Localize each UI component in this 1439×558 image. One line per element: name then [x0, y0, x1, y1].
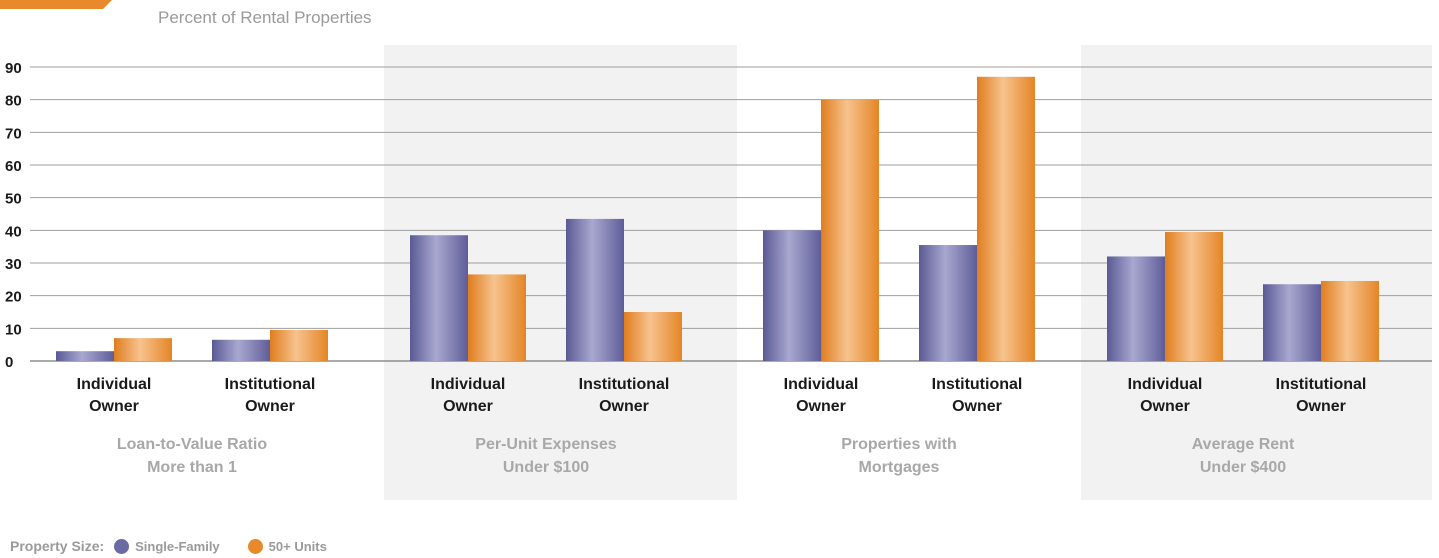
- category-label-g2-c0-l1: Owner: [796, 398, 846, 415]
- legend: Property Size: Single-Family 50+ Units: [10, 538, 327, 554]
- bar-single-family-g0-c0: [56, 351, 114, 361]
- legend-label-single-family: Single-Family: [135, 538, 220, 554]
- y-tick-label-40: 40: [5, 223, 22, 240]
- legend-swatch-50plus-units: [247, 538, 263, 554]
- category-label-g2-c1-l0: Institutional: [932, 376, 1023, 393]
- bar-single-family-g2-c1: [919, 245, 977, 361]
- category-label-g1-c1-l1: Owner: [599, 398, 649, 415]
- group-label-1-l1: Under $100: [503, 459, 589, 476]
- category-label-g0-c0-l0: Individual: [77, 376, 152, 393]
- bar-single-family-g0-c1: [212, 339, 270, 361]
- y-tick-label-90: 90: [5, 60, 22, 77]
- category-label-g1-c0-l0: Individual: [431, 376, 506, 393]
- corner-accent: [0, 0, 112, 9]
- bar-50plus-units-g0-c0: [114, 338, 172, 361]
- legend-title: Property Size:: [10, 538, 105, 554]
- y-tick-label-0: 0: [5, 354, 13, 371]
- bar-50plus-units-g3-c0: [1165, 231, 1223, 361]
- category-label-g2-c1-l1: Owner: [952, 398, 1002, 415]
- bar-single-family-g3-c1: [1263, 284, 1321, 361]
- category-label-g3-c0-l1: Owner: [1140, 398, 1190, 415]
- y-tick-label-60: 60: [5, 158, 22, 175]
- bar-50plus-units-g2-c0: [821, 99, 879, 362]
- y-tick-label-20: 20: [5, 289, 22, 306]
- y-axis-label: Percent of Rental Properties: [158, 8, 372, 27]
- plot-area: 0 10 20 30 40 50 60 70 80 90 Individual Owner Insti…: [5, 45, 1432, 500]
- group-label-0-l0: Loan-to-Value Ratio: [117, 436, 267, 453]
- group-label-1-l0: Per-Unit Expenses: [475, 436, 616, 453]
- category-label-g0-c0-l1: Owner: [89, 398, 139, 415]
- bar-50plus-units-g1-c0: [468, 274, 526, 361]
- legend-label-50plus-units: 50+ Units: [268, 538, 327, 554]
- category-label-g1-c0-l1: Owner: [443, 398, 493, 415]
- y-tick-label-50: 50: [5, 191, 22, 208]
- group-label-3-l0: Average Rent: [1192, 436, 1295, 453]
- bar-single-family-g2-c0: [763, 230, 821, 361]
- category-label-g1-c1-l0: Institutional: [579, 376, 670, 393]
- category-label-g0-c1-l0: Institutional: [225, 376, 316, 393]
- category-label-g3-c1-l0: Institutional: [1276, 376, 1367, 393]
- bar-single-family-g1-c1: [566, 218, 624, 361]
- bar-single-family-g3-c0: [1107, 256, 1165, 361]
- group-label-0-l1: More than 1: [147, 459, 237, 476]
- legend-swatch-single-family: [114, 538, 130, 554]
- category-label-g3-c0-l0: Individual: [1128, 376, 1203, 393]
- y-tick-label-80: 80: [5, 93, 22, 110]
- group-label-2-l0: Properties with: [841, 436, 957, 453]
- bar-50plus-units-g2-c1: [977, 76, 1035, 362]
- category-label-g2-c0-l0: Individual: [784, 376, 859, 393]
- bar-single-family-g1-c0: [410, 235, 468, 361]
- group-label-3-l1: Under $400: [1200, 459, 1286, 476]
- group-label-2-l1: Mortgages: [859, 459, 940, 476]
- y-tick-label-30: 30: [5, 256, 22, 273]
- category-label-g3-c1-l1: Owner: [1296, 398, 1346, 415]
- y-tick-label-10: 10: [5, 321, 22, 338]
- category-label-g0-c1-l1: Owner: [245, 398, 295, 415]
- y-tick-label-70: 70: [5, 125, 22, 142]
- bar-50plus-units-g3-c1: [1321, 280, 1379, 361]
- bar-50plus-units-g1-c1: [624, 312, 682, 361]
- bar-50plus-units-g0-c1: [270, 329, 328, 361]
